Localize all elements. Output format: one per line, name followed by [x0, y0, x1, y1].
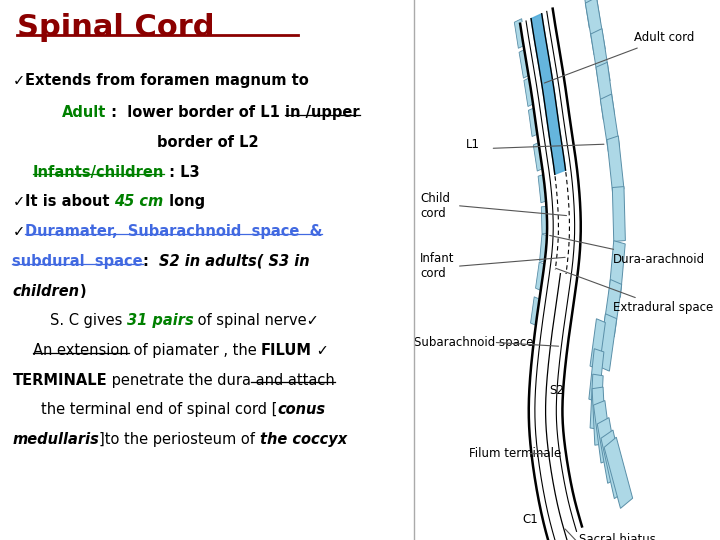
- Text: and attach: and attach: [251, 373, 335, 388]
- Text: Extends from foramen magnum to: Extends from foramen magnum to: [24, 73, 308, 88]
- Polygon shape: [536, 262, 546, 292]
- Polygon shape: [528, 107, 539, 137]
- Text: ): ): [79, 284, 86, 299]
- Polygon shape: [514, 19, 526, 48]
- Text: C1: C1: [523, 513, 539, 526]
- Polygon shape: [603, 280, 621, 337]
- Text: L1: L1: [466, 138, 480, 151]
- Text: of piamater , the: of piamater , the: [129, 343, 261, 358]
- Text: the coccyx: the coccyx: [260, 432, 347, 447]
- Text: ✓: ✓: [12, 224, 24, 239]
- Text: border of L2: border of L2: [157, 135, 259, 150]
- Polygon shape: [531, 14, 565, 174]
- Text: FILUM: FILUM: [261, 343, 312, 358]
- Polygon shape: [591, 29, 610, 86]
- Text: Duramater,  Subarachnoid  space  &: Duramater, Subarachnoid space &: [24, 224, 322, 239]
- Polygon shape: [601, 430, 626, 498]
- Text: :: :: [143, 254, 159, 269]
- Text: children: children: [12, 284, 79, 299]
- Text: S2: S2: [549, 383, 564, 396]
- Text: Adult cord: Adult cord: [544, 31, 695, 83]
- Polygon shape: [534, 141, 544, 171]
- Polygon shape: [604, 437, 633, 508]
- Text: It is about: It is about: [24, 194, 114, 210]
- Text: Infant
cord: Infant cord: [420, 252, 454, 280]
- Polygon shape: [539, 234, 549, 263]
- Polygon shape: [612, 187, 626, 241]
- Text: long: long: [163, 194, 204, 210]
- Polygon shape: [531, 297, 541, 326]
- Polygon shape: [592, 387, 606, 445]
- Text: : L3: : L3: [164, 165, 200, 180]
- Text: subdural  space: subdural space: [12, 254, 143, 269]
- Text: S. C gives: S. C gives: [50, 313, 127, 328]
- Polygon shape: [600, 94, 619, 151]
- Polygon shape: [590, 374, 603, 429]
- Text: Dura-arachnoid: Dura-arachnoid: [549, 235, 705, 266]
- Polygon shape: [607, 136, 624, 193]
- Text: Extradural space: Extradural space: [556, 268, 713, 314]
- Text: S2 in adults( S3 in: S2 in adults( S3 in: [159, 254, 310, 269]
- Polygon shape: [538, 174, 549, 202]
- Polygon shape: [520, 9, 582, 540]
- Polygon shape: [519, 49, 531, 78]
- Polygon shape: [609, 241, 625, 297]
- Text: An extension: An extension: [33, 343, 129, 358]
- Text: :  lower border of L1: : lower border of L1: [107, 105, 285, 120]
- Text: ]to the periosteum of: ]to the periosteum of: [99, 432, 260, 447]
- Text: Infants/children: Infants/children: [33, 165, 164, 180]
- Text: 45 cm: 45 cm: [114, 194, 163, 210]
- Polygon shape: [596, 62, 615, 120]
- Text: Child
cord: Child cord: [420, 192, 450, 220]
- Text: TERMINALE: TERMINALE: [12, 373, 107, 388]
- Text: ✓: ✓: [312, 343, 329, 358]
- Text: in /upper: in /upper: [285, 105, 360, 120]
- Text: ✓: ✓: [12, 194, 24, 210]
- Polygon shape: [581, 0, 600, 28]
- Text: the terminal end of spinal cord [: the terminal end of spinal cord [: [42, 402, 278, 417]
- Text: penetrate the dura: penetrate the dura: [107, 373, 251, 388]
- Text: conus: conus: [278, 402, 326, 417]
- Text: Adult: Adult: [62, 105, 107, 120]
- Polygon shape: [585, 0, 606, 55]
- Text: 31 pairs: 31 pairs: [127, 313, 194, 328]
- Text: Sacral hiatus: Sacral hiatus: [579, 533, 655, 540]
- Polygon shape: [598, 417, 619, 483]
- Text: medullaris: medullaris: [12, 432, 99, 447]
- Polygon shape: [589, 349, 604, 402]
- Polygon shape: [541, 206, 549, 234]
- Polygon shape: [593, 401, 612, 463]
- Polygon shape: [598, 314, 617, 371]
- Text: of spinal nerve✓: of spinal nerve✓: [194, 313, 319, 328]
- Text: Subarachnoid space: Subarachnoid space: [414, 336, 534, 349]
- Text: Filum terminale: Filum terminale: [469, 447, 562, 460]
- Text: ✓: ✓: [12, 73, 24, 88]
- Text: Spinal Cord: Spinal Cord: [17, 14, 214, 43]
- Polygon shape: [590, 319, 606, 370]
- Polygon shape: [524, 77, 536, 106]
